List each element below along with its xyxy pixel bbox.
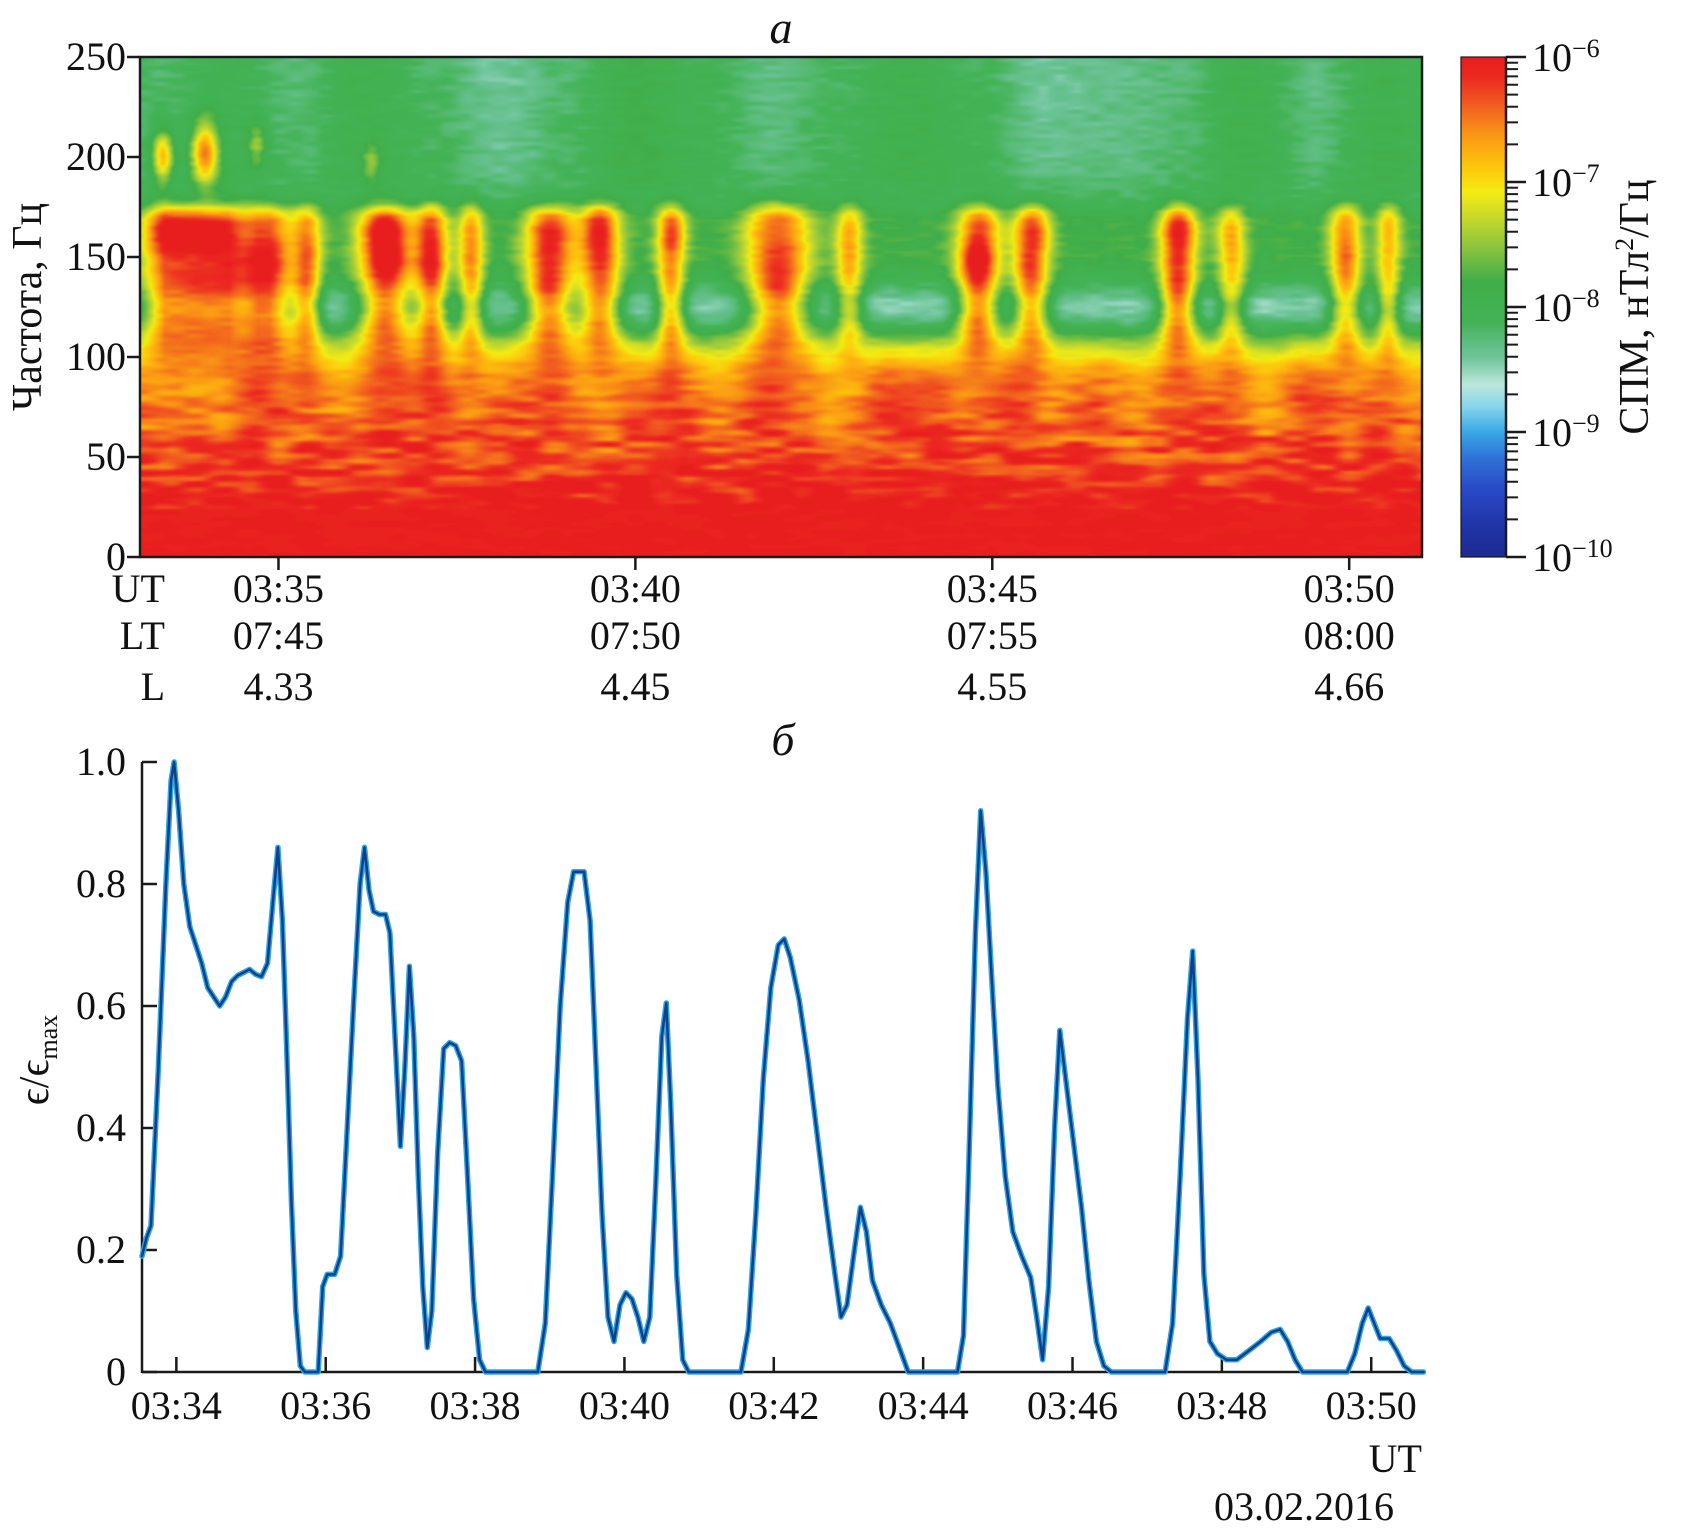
panel-b-xtick-label: 03:48 xyxy=(1176,1383,1268,1428)
panel-a-axis-row-value: 03:45 xyxy=(946,566,1038,611)
panel-a-axis-row-header: L xyxy=(140,664,165,709)
colorbar-tick-exponent: −10 xyxy=(1572,533,1613,563)
panel-a-ytick-label: 150 xyxy=(66,234,126,279)
colorbar-border xyxy=(1460,56,1507,558)
panel-a-axis-row-header: LT xyxy=(119,613,165,658)
colorbar-tick-label: 10−6 xyxy=(1532,33,1600,81)
panel-b-xtick-label: 03:34 xyxy=(130,1383,222,1428)
panel-a-title: а xyxy=(769,2,793,53)
panel-a-ytick-label: 100 xyxy=(66,334,126,379)
colorbar-tick-mantissa: 10 xyxy=(1532,285,1572,331)
colorbar-tick-label: 10−9 xyxy=(1532,408,1600,456)
panel-a-ytick-label: 0 xyxy=(106,534,126,579)
panel-a-ytick-label: 50 xyxy=(86,434,126,479)
colorbar-tick-exponent: −9 xyxy=(1572,408,1600,438)
panel-b-ytick-label: 1.0 xyxy=(76,739,126,784)
colorbar-tick-mantissa: 10 xyxy=(1532,535,1572,581)
panel-a-plot-border xyxy=(138,55,1424,559)
panel-a-axis-row-value: 4.33 xyxy=(243,664,314,709)
panel-a-axis-row-value: 07:45 xyxy=(232,613,325,658)
panel-b-xtick-label: 03:50 xyxy=(1325,1383,1417,1428)
intensity-line-glow xyxy=(139,759,1427,1375)
panel-a-axis-row-value: 4.55 xyxy=(957,664,1028,709)
panel-b-title: б xyxy=(771,714,795,765)
panel-b-xtick-label: 03:40 xyxy=(578,1383,670,1428)
colorbar-gradient xyxy=(1461,57,1506,557)
panel-a-axis-row-value: 4.45 xyxy=(600,664,671,709)
colorbar-tick-label: 10−10 xyxy=(1532,533,1613,581)
date-label: 03.02.2016 xyxy=(1214,1484,1394,1529)
colorbar-tick-mantissa: 10 xyxy=(1532,35,1572,81)
panel-b-ytick-label: 0.8 xyxy=(76,861,126,906)
panel-b-xtick-label: 03:36 xyxy=(280,1383,372,1428)
colorbar-tick-label: 10−7 xyxy=(1532,158,1600,206)
panel-b-ytick-label: 0.2 xyxy=(76,1227,126,1272)
panel-b-xtick-label: 03:44 xyxy=(877,1383,969,1428)
panel-a-axis-row-value: 07:55 xyxy=(946,613,1038,658)
panel-b-xtick-label: 03:38 xyxy=(429,1383,521,1428)
spectrogram-image xyxy=(140,57,1422,557)
panel-b-ytick-label: 0 xyxy=(106,1349,126,1394)
intensity-line xyxy=(140,760,1425,1374)
colorbar-tick-mantissa: 10 xyxy=(1532,410,1572,456)
panel-a-axis-row-value: 03:50 xyxy=(1303,566,1395,611)
panel-a-axis-row-value: 03:35 xyxy=(232,566,325,611)
colorbar-tick-exponent: −7 xyxy=(1572,158,1600,188)
colorbar-tick-label: 10−8 xyxy=(1532,283,1600,331)
panel-b-x-axis-unit-label: UT xyxy=(1368,1436,1422,1481)
panel-b-xtick-label: 03:42 xyxy=(728,1383,820,1428)
panel-b-ytick-label: 0.6 xyxy=(76,983,126,1028)
panel-a-ytick-label: 250 xyxy=(66,34,126,79)
colorbar-tick-mantissa: 10 xyxy=(1532,160,1572,206)
panel-a-ytick-label: 200 xyxy=(66,134,126,179)
colorbar-tick-exponent: −8 xyxy=(1572,283,1600,313)
panel-a-axis-row-header: UT xyxy=(111,566,165,611)
panel-a-axis-row-value: 08:00 xyxy=(1303,613,1395,658)
panel-a-axis-row-value: 07:50 xyxy=(589,613,681,658)
panel-a-axis-row-value: 03:40 xyxy=(589,566,681,611)
panel-b-xtick-label: 03:46 xyxy=(1026,1383,1119,1428)
panel-b-ytick-label: 0.4 xyxy=(76,1105,126,1150)
colorbar-tick-exponent: −6 xyxy=(1572,33,1600,63)
panel-a-axis-row-value: 4.66 xyxy=(1314,664,1385,709)
